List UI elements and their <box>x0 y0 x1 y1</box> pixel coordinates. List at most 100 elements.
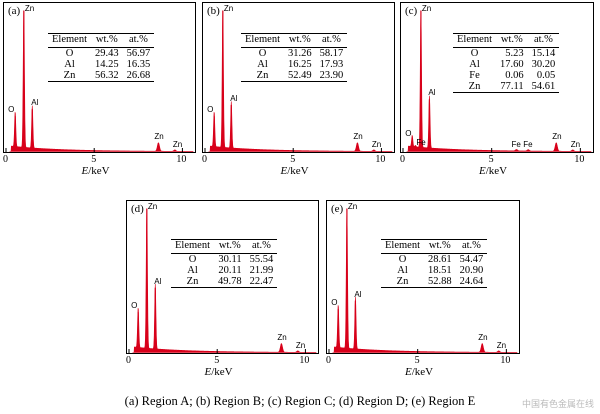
value-cell: 56.32 <box>95 70 119 81</box>
table-header: Element <box>52 34 87 45</box>
value-cell: 52.49 <box>288 70 312 81</box>
peak-label: Zn <box>295 340 306 350</box>
table-header: at.% <box>251 240 271 251</box>
peak-label: Al <box>154 276 162 286</box>
x-tick-label: 10 <box>375 154 386 165</box>
peak-label: Zn <box>147 202 158 211</box>
value-cell: 55.54 <box>249 254 274 265</box>
table-row: Fe 0.06 0.05 <box>453 70 559 81</box>
x-tick-label: 0 <box>400 154 405 165</box>
x-tick-label: 5 <box>214 355 220 366</box>
eds-panel: (c) O Fe Zn Al Fe Fe Zn Zn Element wt.% at.% O 5.23 15… <box>400 2 594 153</box>
table-header: Element <box>245 34 280 45</box>
figure-caption: (a) Region A; (b) Region B; (c) Region C… <box>124 394 476 408</box>
table-header: Element <box>175 240 210 251</box>
element-cell: O <box>258 48 267 59</box>
peak-label: O <box>207 105 214 115</box>
x-tick-label: 0 <box>3 154 8 165</box>
x-tick-label: 10 <box>299 355 310 366</box>
table-header: wt.% <box>500 34 523 45</box>
table-header: Element <box>385 240 420 251</box>
value-cell: 31.26 <box>288 48 312 59</box>
element-cell: Zn <box>468 81 481 92</box>
table-row: O 5.23 15.14 <box>453 48 559 60</box>
element-cell: O <box>398 254 407 265</box>
x-tick-label: 10 <box>574 154 585 165</box>
spectrum-area <box>406 10 592 152</box>
value-cell: 29.43 <box>95 48 119 59</box>
value-cell: 0.05 <box>536 70 556 81</box>
x-tick-label: 5 <box>91 154 97 165</box>
table-row: Al 14.25 16.35 <box>48 59 154 70</box>
x-tick-label: 10 <box>176 154 187 165</box>
element-cell: Al <box>469 59 480 70</box>
composition-table: Element wt.% at.% O 30.11 55.54 Al 20.11 21.99 Zn… <box>171 239 278 288</box>
x-axis-label: E/keV <box>204 366 233 378</box>
x-tick-label: 0 <box>126 355 131 366</box>
table-header: at.% <box>128 34 148 45</box>
composition-table: Element wt.% at.% O 29.43 56.97 Al 14.25 16.35 Zn… <box>48 33 155 82</box>
table-header: wt.% <box>288 34 311 45</box>
spectrum-svg <box>5 10 194 152</box>
panel-label: (e) <box>331 203 344 215</box>
composition-table: Element wt.% at.% O 5.23 15.14 Al 17.60 30.20 Fe 0… <box>453 33 560 93</box>
peak-label: Zn <box>223 4 234 13</box>
peak-label: Fe <box>511 139 521 149</box>
spectrum-area <box>132 208 317 353</box>
table-header: Element <box>457 34 492 45</box>
table-row: O 29.43 56.97 <box>48 48 154 60</box>
peak-label: O <box>131 301 138 311</box>
table-row: Al 18.51 20.90 <box>381 265 487 276</box>
peak-label: Al <box>354 289 362 299</box>
value-cell: 49.78 <box>218 276 242 287</box>
value-cell: 52.88 <box>428 276 452 287</box>
table-header: wt.% <box>95 34 118 45</box>
peak-label: Fe <box>523 139 533 149</box>
spectrum-area <box>9 10 194 152</box>
value-cell: 5.23 <box>505 48 524 59</box>
value-cell: 54.47 <box>459 254 484 265</box>
table-row: Al 17.60 30.20 <box>453 59 559 70</box>
x-tick-label: 5 <box>414 355 420 366</box>
value-cell: 0.06 <box>505 70 524 81</box>
element-cell: Fe <box>469 70 480 81</box>
watermark: 中国有色金属在线 <box>521 400 594 410</box>
element-cell: O <box>65 48 74 59</box>
value-cell: 21.99 <box>249 265 274 276</box>
peak-label: Zn <box>347 202 358 211</box>
peak-label: Fe <box>416 137 426 147</box>
value-cell: 17.93 <box>319 59 344 70</box>
x-tick-label: 0 <box>326 355 331 366</box>
table-header: wt.% <box>218 240 241 251</box>
peak-label: Zn <box>478 332 488 342</box>
value-cell: 24.64 <box>459 276 484 287</box>
table-row: O 30.11 55.54 <box>171 254 277 266</box>
peak-label: O <box>331 298 338 308</box>
table-row: Zn 56.32 26.68 <box>48 70 155 82</box>
table-header: at.% <box>461 240 481 251</box>
eds-panel: (d) O Zn Al Zn Zn Element wt.% at.% O 30.11 55.54 Al… <box>126 200 319 354</box>
x-axis-label: E/keV <box>81 165 110 177</box>
value-cell: 23.90 <box>319 70 344 81</box>
table-row: Al 20.11 21.99 <box>171 265 277 276</box>
value-cell: 30.11 <box>218 254 242 265</box>
value-cell: 16.25 <box>288 59 312 70</box>
table-row: O 28.61 54.47 <box>381 254 487 266</box>
table-row: Zn 77.11 54.61 <box>453 81 560 93</box>
value-cell: 28.61 <box>428 254 452 265</box>
value-cell: 26.68 <box>126 70 151 81</box>
value-cell: 17.60 <box>500 59 524 70</box>
peak-label: Al <box>230 93 238 103</box>
panel-label: (d) <box>131 203 144 215</box>
value-cell: 14.25 <box>95 59 119 70</box>
panel-label: (b) <box>207 5 220 17</box>
value-cell: 20.11 <box>218 265 242 276</box>
element-cell: Zn <box>396 276 409 287</box>
eds-panel: (b) O Zn Al Zn Zn Element wt.% at.% O 31.26 58.17 Al… <box>202 2 395 153</box>
x-tick-label: 0 <box>202 154 207 165</box>
element-cell: O <box>470 48 479 59</box>
composition-table: Element wt.% at.% O 31.26 58.17 Al 16.25 17.93 Zn… <box>241 33 348 82</box>
peak-label: Al <box>428 88 436 98</box>
element-cell: Al <box>64 59 75 70</box>
table-row: O 31.26 58.17 <box>241 48 347 60</box>
